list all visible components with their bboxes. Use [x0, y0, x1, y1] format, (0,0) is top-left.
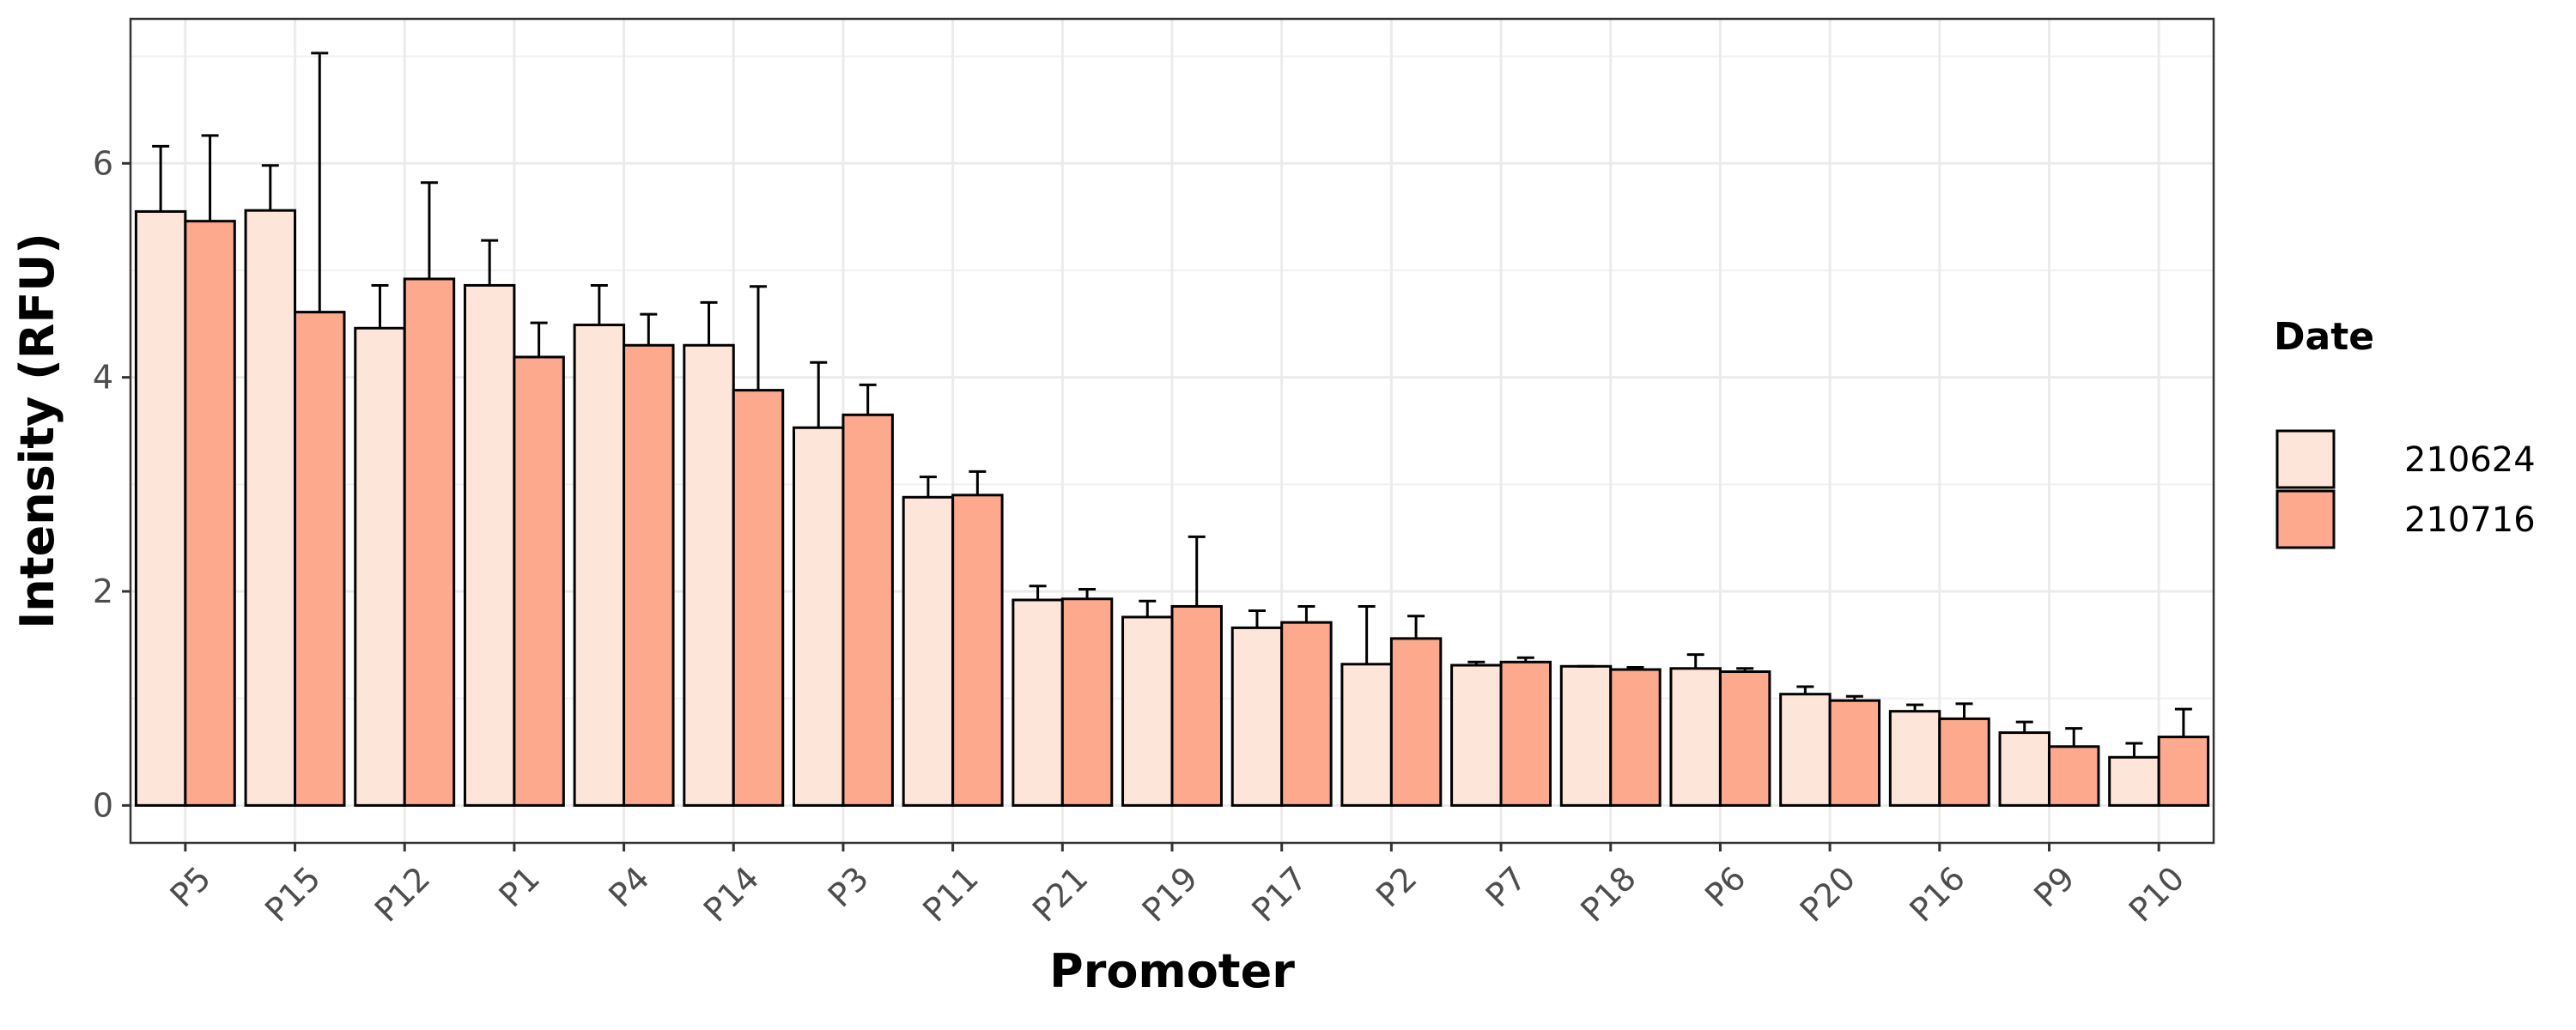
bar	[951, 494, 1004, 807]
bar	[354, 326, 406, 807]
bar	[1230, 626, 1284, 807]
x-tick-label: P12	[368, 859, 438, 930]
legend-key	[2275, 429, 2336, 489]
x-tick-label: P18	[1573, 859, 1643, 930]
bar	[1012, 598, 1064, 807]
bar	[1450, 663, 1503, 807]
legend-label: 210624	[2404, 440, 2536, 480]
x-tick-label: P1	[492, 859, 547, 914]
x-tick-label: P3	[821, 859, 876, 914]
bar	[841, 413, 894, 807]
x-tick-label: P6	[1698, 859, 1753, 914]
x-axis-title: Promoter	[1049, 944, 1295, 998]
x-tick-label: P7	[1479, 859, 1534, 914]
y-tick-label: 6	[93, 144, 113, 182]
legend-title: Date	[2274, 315, 2374, 359]
legend-label: 210716	[2404, 500, 2536, 540]
x-tick-label: P9	[2026, 859, 2081, 914]
bar	[463, 283, 516, 807]
bar	[1389, 637, 1443, 807]
bar	[1340, 663, 1393, 807]
bar	[244, 209, 297, 807]
bar	[1121, 615, 1174, 807]
bar	[1779, 693, 1832, 807]
x-tick-label: P5	[163, 859, 218, 914]
bar	[1888, 710, 1941, 807]
x-tick-label: P4	[601, 859, 656, 914]
y-tick-label: 2	[93, 573, 113, 610]
y-axis-title: Intensity (RFU)	[10, 233, 64, 629]
y-tick-label: 0	[93, 786, 113, 824]
bar	[513, 355, 565, 807]
x-tick-label: P19	[1135, 859, 1206, 930]
x-tick-label: P14	[696, 859, 767, 930]
bar	[1828, 699, 1881, 807]
x-tick-label: P20	[1793, 859, 1863, 930]
bar	[184, 220, 236, 807]
bar	[2157, 736, 2210, 807]
x-tick-label: P2	[1369, 859, 1424, 914]
bar	[1998, 731, 2050, 807]
bar	[2108, 755, 2160, 807]
bar	[1609, 668, 1662, 807]
y-tick-label: 4	[93, 359, 113, 397]
bar	[1499, 660, 1552, 807]
bar	[403, 277, 456, 807]
bar	[573, 324, 626, 807]
bar	[1718, 670, 1771, 807]
x-tick-label: P11	[915, 859, 986, 930]
x-tick-label: P17	[1244, 859, 1315, 930]
bar	[683, 343, 735, 807]
bar	[294, 311, 346, 807]
bar	[2047, 745, 2100, 807]
bar	[1280, 621, 1333, 807]
bar	[1060, 597, 1114, 807]
bar	[1669, 667, 1722, 807]
bar	[1559, 664, 1613, 807]
bar	[732, 389, 785, 807]
bar	[1938, 717, 1990, 807]
legend: Date 210624 210716	[2274, 315, 2536, 549]
x-tick-label: P16	[1902, 859, 1972, 930]
bar	[902, 495, 955, 807]
legend-key	[2275, 489, 2336, 549]
bar	[792, 426, 845, 807]
bar	[623, 343, 675, 807]
x-tick-label: P15	[258, 859, 328, 930]
bar	[134, 209, 187, 807]
bar	[1170, 604, 1223, 807]
x-tick-label: P10	[2122, 859, 2192, 930]
x-tick-label: P21	[1025, 859, 1096, 930]
